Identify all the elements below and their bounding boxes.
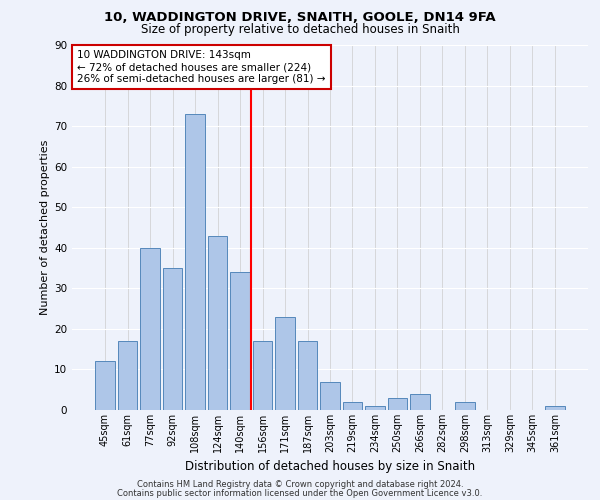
Bar xyxy=(163,268,182,410)
Bar xyxy=(410,394,430,410)
Bar xyxy=(365,406,385,410)
Bar xyxy=(343,402,362,410)
Bar xyxy=(95,362,115,410)
Bar xyxy=(388,398,407,410)
Bar xyxy=(545,406,565,410)
Bar xyxy=(230,272,250,410)
Bar xyxy=(253,341,272,410)
Bar xyxy=(455,402,475,410)
X-axis label: Distribution of detached houses by size in Snaith: Distribution of detached houses by size … xyxy=(185,460,475,473)
Bar xyxy=(320,382,340,410)
Bar xyxy=(208,236,227,410)
Y-axis label: Number of detached properties: Number of detached properties xyxy=(40,140,50,315)
Bar xyxy=(118,341,137,410)
Text: 10, WADDINGTON DRIVE, SNAITH, GOOLE, DN14 9FA: 10, WADDINGTON DRIVE, SNAITH, GOOLE, DN1… xyxy=(104,11,496,24)
Text: Size of property relative to detached houses in Snaith: Size of property relative to detached ho… xyxy=(140,22,460,36)
Text: Contains HM Land Registry data © Crown copyright and database right 2024.: Contains HM Land Registry data © Crown c… xyxy=(137,480,463,489)
Text: Contains public sector information licensed under the Open Government Licence v3: Contains public sector information licen… xyxy=(118,489,482,498)
Bar xyxy=(140,248,160,410)
Bar xyxy=(275,316,295,410)
Bar xyxy=(185,114,205,410)
Text: 10 WADDINGTON DRIVE: 143sqm
← 72% of detached houses are smaller (224)
26% of se: 10 WADDINGTON DRIVE: 143sqm ← 72% of det… xyxy=(77,50,326,84)
Bar xyxy=(298,341,317,410)
